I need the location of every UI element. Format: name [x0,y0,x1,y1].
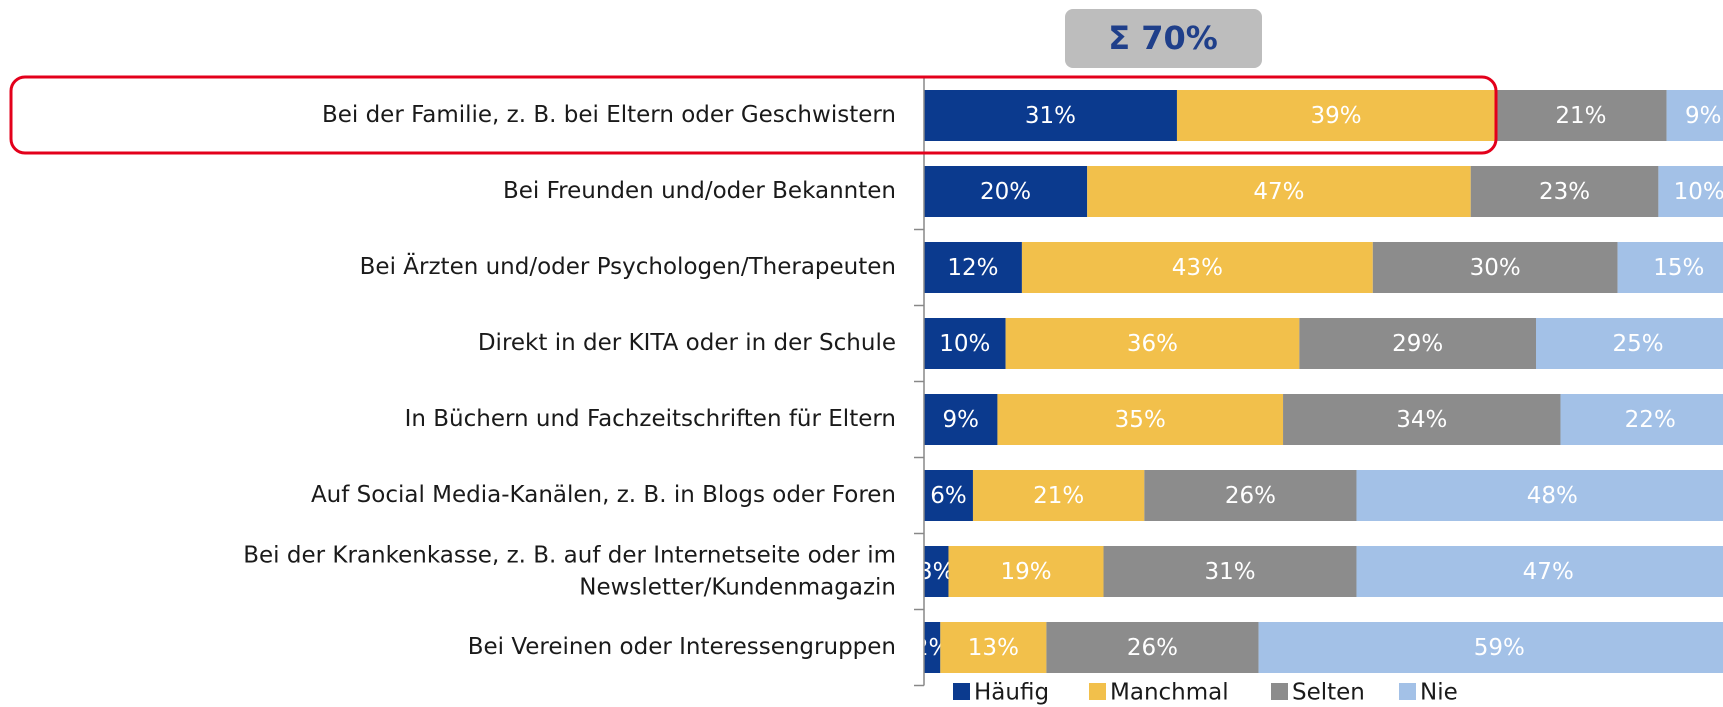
bar-segment [940,622,1047,673]
bar-segment [1144,470,1357,521]
annotation: Σ 70% [1108,19,1218,57]
category-label-line: Bei der Krankenkasse, z. B. auf der Inte… [243,542,896,568]
category-label: Bei der Krankenkasse, z. B. auf der Inte… [243,542,896,600]
bar-segment [1299,318,1536,369]
value-label: 21% [1555,103,1606,129]
category-label: Bei der Familie, z. B. bei Eltern oder G… [322,102,896,128]
bar-segment [1536,318,1723,369]
bar-segment [1103,546,1357,597]
bar-segment [1560,394,1723,445]
legend-label: Manchmal [1110,680,1229,706]
value-label: 10% [939,331,990,357]
annotation-box [1065,9,1262,68]
category-label: In Büchern und Fachzeitschriften für Elt… [405,406,896,432]
bar-segment [1283,394,1561,445]
bar-segment [1495,90,1667,141]
value-label: 19% [1000,559,1051,585]
bar-segment [1666,90,1723,141]
bar-segment [1021,242,1373,293]
value-label: 9% [1685,103,1722,129]
highlight-box [9,75,1498,155]
bar-segment [1087,166,1471,217]
value-label: 39% [1311,103,1362,129]
value-label: 25% [1612,331,1663,357]
bar-segment [924,546,949,597]
value-label: 29% [1392,331,1443,357]
value-label: 59% [1474,635,1525,661]
bar-segment [924,90,1177,141]
value-label: 6% [930,483,967,509]
value-label: 13% [968,635,1019,661]
bar-segment [1356,470,1723,521]
bar-segment [948,546,1104,597]
value-label: 47% [1253,179,1304,205]
legend-swatch [1089,683,1106,700]
category-label: Auf Social Media-Kanälen, z. B. in Blogs… [311,482,896,508]
bar-segment [1046,622,1259,673]
value-label: 23% [1539,179,1590,205]
value-label: 31% [1025,103,1076,129]
value-label: 36% [1127,331,1178,357]
value-label: 30% [1470,255,1521,281]
bar-segment [972,470,1145,521]
value-label: 26% [1127,635,1178,661]
bar-segment [1258,622,1723,673]
value-label: 47% [1523,559,1574,585]
bar-segment [924,394,998,445]
value-label: 9% [942,407,979,433]
value-label: 12% [947,255,998,281]
value-label: 21% [1033,483,1084,509]
value-label: 35% [1115,407,1166,433]
legend-label: Häufig [974,680,1049,706]
bar-segment [1176,90,1496,141]
bar-segment [924,470,973,521]
bar-segment [997,394,1284,445]
category-label: Bei Ärzten und/oder Psychologen/Therapeu… [360,252,896,280]
bar-segment [1470,166,1659,217]
value-label: 10% [1674,179,1723,205]
bar-segment [1658,166,1723,217]
value-label: 43% [1172,255,1223,281]
legend-label: Nie [1420,680,1458,706]
bar-segment [1372,242,1618,293]
bar-segment [924,622,941,673]
bar-segment [1356,546,1723,597]
value-label: 15% [1653,255,1704,281]
value-label: 48% [1527,483,1578,509]
value-label: 34% [1396,407,1447,433]
legend-swatch [953,683,970,700]
category-label-line: Newsletter/Kundenmagazin [579,574,896,600]
bar-segment [1617,242,1723,293]
bar-segment [924,318,1006,369]
value-label: 31% [1204,559,1255,585]
legend-swatch [1271,683,1288,700]
category-label: Direkt in der KITA oder in der Schule [478,330,896,356]
legend-label: Selten [1292,680,1365,706]
category-label: Bei Freunden und/oder Bekannten [503,178,896,204]
value-label: 22% [1625,407,1676,433]
bar-segment [924,242,1022,293]
value-label: 20% [980,179,1031,205]
legend-swatch [1399,683,1416,700]
category-label: Bei Vereinen oder Interessengruppen [468,634,896,660]
value-label: 26% [1225,483,1276,509]
bar-segment [1005,318,1300,369]
bar-segment [924,166,1088,217]
